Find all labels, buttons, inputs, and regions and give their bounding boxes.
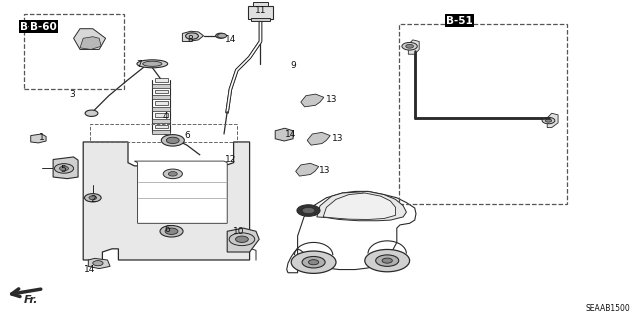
Polygon shape [155,125,168,129]
Text: 11: 11 [255,6,267,15]
Circle shape [542,117,555,124]
Polygon shape [547,113,558,128]
Bar [90,124,237,142]
Polygon shape [53,157,78,179]
Circle shape [93,261,103,266]
Polygon shape [152,107,170,111]
Bar [24,14,124,89]
Circle shape [382,258,392,263]
Circle shape [236,236,248,242]
Text: 4: 4 [163,112,168,121]
Text: 3: 3 [70,90,75,99]
Polygon shape [88,258,110,269]
Circle shape [302,256,325,268]
Circle shape [168,172,177,176]
Circle shape [302,207,315,214]
Bar [253,2,268,6]
Text: 8: 8 [188,35,193,44]
Text: 6: 6 [165,225,170,234]
Polygon shape [31,134,46,143]
Polygon shape [152,95,170,99]
Polygon shape [296,163,319,176]
Text: 14: 14 [225,35,236,44]
Circle shape [308,260,319,265]
Text: 6: 6 [184,131,189,140]
Circle shape [85,110,98,116]
Circle shape [402,42,417,50]
Polygon shape [83,142,250,260]
Circle shape [291,251,336,273]
Text: B-51: B-51 [446,16,473,26]
Text: B-60: B-60 [20,22,47,32]
Circle shape [545,119,552,122]
Circle shape [163,169,182,179]
Text: 10: 10 [233,227,244,236]
Circle shape [218,33,227,38]
Polygon shape [323,193,396,219]
Circle shape [229,233,255,246]
Text: B-51: B-51 [446,16,473,26]
Polygon shape [275,128,293,141]
Polygon shape [155,101,168,105]
Text: Fr.: Fr. [24,295,38,305]
Text: 13: 13 [319,166,331,175]
Polygon shape [287,191,416,273]
Polygon shape [80,37,101,49]
Circle shape [186,33,198,39]
Text: SEAAB1500: SEAAB1500 [586,304,630,313]
Circle shape [297,205,320,216]
Circle shape [406,44,413,48]
Polygon shape [182,31,204,41]
Bar [399,24,567,204]
Polygon shape [317,191,406,221]
Polygon shape [307,132,330,145]
Circle shape [376,255,399,266]
Polygon shape [155,113,168,117]
Circle shape [166,137,179,144]
Polygon shape [155,78,168,82]
Ellipse shape [143,61,162,66]
Circle shape [165,228,178,234]
Text: 14: 14 [84,265,95,274]
Text: 7: 7 [137,60,142,69]
Polygon shape [155,90,168,93]
Polygon shape [134,161,227,223]
Polygon shape [408,40,419,54]
Text: 13: 13 [326,95,338,104]
Polygon shape [152,119,170,122]
Polygon shape [74,29,106,49]
Text: 2: 2 [90,195,95,204]
Text: B-60: B-60 [30,22,57,32]
Circle shape [84,194,101,202]
Text: 5: 5 [61,165,66,174]
Bar [248,6,273,19]
Text: 1: 1 [40,133,45,142]
Text: 12: 12 [225,155,236,164]
Circle shape [89,196,97,200]
Bar [251,18,270,21]
Polygon shape [152,130,170,134]
Polygon shape [227,228,259,252]
Ellipse shape [137,60,168,68]
Circle shape [54,164,74,173]
Circle shape [365,249,410,272]
Text: 9: 9 [291,61,296,70]
Text: 14: 14 [285,130,296,139]
Polygon shape [152,84,170,87]
Circle shape [160,226,183,237]
Text: 13: 13 [332,134,344,143]
Circle shape [216,33,226,38]
Circle shape [161,135,184,146]
Circle shape [60,166,68,171]
Polygon shape [301,94,324,107]
